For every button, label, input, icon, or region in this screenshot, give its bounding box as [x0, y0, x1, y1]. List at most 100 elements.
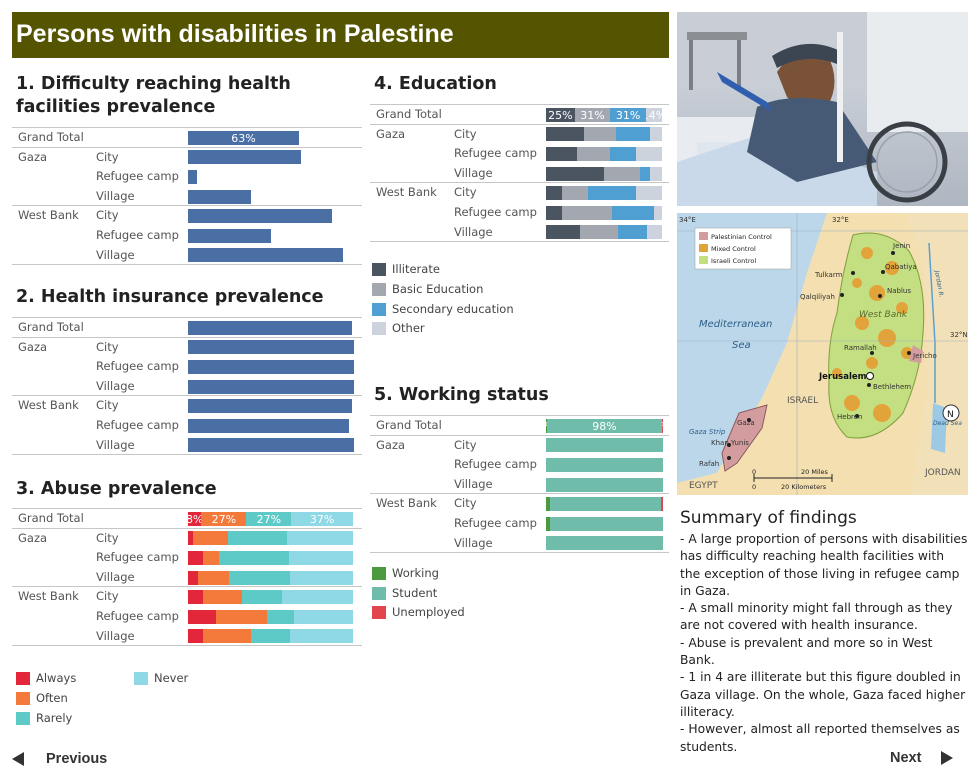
bar-segment-often: 27%: [201, 512, 247, 526]
bar-segment-rarely: [250, 629, 291, 643]
bar-segment-never: [293, 610, 353, 624]
map-label-qalqiliyah: Qalqiliyah: [800, 293, 835, 301]
data-label: 1%: [546, 419, 547, 433]
bar-row: [546, 438, 663, 452]
bar-row: [188, 531, 353, 545]
row-label-region: West Bank: [18, 398, 79, 412]
row-divider: [12, 337, 362, 338]
map-label-ramallah: Ramallah: [844, 344, 877, 352]
section-title-insurance: 2. Health insurance prevalence: [16, 287, 324, 307]
map-lat32: 32°N: [950, 331, 968, 339]
bar-segment-often: [197, 571, 230, 585]
map-label-bethlehem: Bethlehem: [873, 383, 911, 391]
row-label-locality: City: [454, 185, 477, 199]
legend-label-student: Student: [392, 586, 438, 600]
right-triangle-icon: [941, 751, 954, 765]
data-label: 31%: [615, 108, 641, 122]
bar-segment-always: 8%: [188, 512, 202, 526]
map-label-egypt: EGYPT: [689, 481, 718, 491]
bar-segment-basic-education: [579, 225, 618, 239]
row-label-region: Grand Total: [376, 418, 442, 432]
bar-segment-working: [546, 517, 550, 531]
bar-segment-always: [188, 590, 203, 604]
legend-swatch-illiterate: [372, 262, 386, 276]
legend-label-never: Never: [154, 671, 189, 685]
row-label-region: Gaza: [376, 438, 406, 452]
data-label: 98%: [592, 419, 617, 433]
bar-segment-student: [549, 497, 661, 511]
bar-segment-other: [650, 167, 662, 181]
bar-segment-often: [202, 629, 251, 643]
map-scale-km: 20 Kilometers: [781, 483, 827, 491]
bar-row: 25% 31% 31% 14%: [546, 108, 662, 122]
bar-row: [188, 190, 364, 204]
row-divider: [12, 645, 362, 646]
section-title-working: 5. Working status: [374, 385, 549, 405]
bar-segment-rarely: [242, 590, 283, 604]
bar-segment-unemployed: [660, 497, 663, 511]
row-label-locality: Village: [96, 189, 135, 203]
map-label-tulkarm: Tulkarm: [814, 271, 843, 279]
map-label-gaza-strip: Gaza Strip: [689, 428, 726, 436]
bar-value: [188, 209, 333, 223]
bar-segment-illiterate: [546, 167, 604, 181]
row-label-region: Grand Total: [18, 130, 84, 144]
legend-item-other: Other: [372, 321, 425, 335]
bar-segment-always: [188, 531, 193, 545]
row-label-region: Gaza: [376, 127, 406, 141]
previous-button[interactable]: Previous: [12, 751, 107, 767]
section-title-health-access: 1. Difficulty reaching health facilities…: [16, 74, 291, 117]
bar-segment-secondary-education: [615, 127, 651, 141]
bar-segment-often: [202, 590, 243, 604]
map-label-dead-sea: Dead Sea: [933, 420, 962, 427]
map-label-mediterranean: Mediterranean: [699, 319, 772, 330]
bar-row: 63%: [188, 131, 364, 145]
map-label-jordan-river: Jordan R.: [933, 269, 945, 298]
row-label-locality: Village: [96, 629, 135, 643]
workshop-photo: [677, 12, 968, 206]
palestine-map: Palestinian Control Mixed Control Israel…: [677, 213, 968, 495]
row-label-locality: Refugee camp: [96, 609, 179, 623]
row-label-locality: Village: [454, 536, 493, 550]
row-label-region: Grand Total: [376, 107, 442, 121]
bar-segment-always: [188, 610, 217, 624]
row-divider: [12, 528, 362, 529]
legend-item-illiterate: Illiterate: [372, 262, 440, 276]
bar-row: [188, 170, 364, 184]
bar-segment-other: [636, 186, 662, 200]
next-button[interactable]: Next: [890, 750, 954, 766]
workshop-photo-art: [677, 12, 968, 206]
bar-segment-student: [549, 517, 663, 531]
bar-row: [188, 419, 354, 433]
bar-segment-rarely: [219, 551, 289, 565]
row-divider: [12, 264, 362, 265]
bar-segment-always: [188, 629, 203, 643]
row-label-locality: Refugee camp: [96, 169, 179, 183]
bar-segment-often: [216, 610, 268, 624]
legend-label-always: Always: [36, 671, 77, 685]
bar-segment-illiterate: [546, 127, 585, 141]
row-label-locality: Village: [96, 438, 135, 452]
map-label-qabatiya: Qabatiya: [885, 263, 917, 271]
bar-value: [188, 229, 271, 243]
legend-label-working: Working: [392, 566, 439, 580]
legend-item-working: Working: [372, 566, 439, 580]
row-label-region: West Bank: [376, 185, 437, 199]
row-divider: [12, 586, 362, 587]
row-label-locality: City: [96, 340, 119, 354]
row-divider: [12, 317, 362, 318]
bar-row: [188, 321, 354, 335]
bar-segment-never: [290, 629, 353, 643]
map-legend-mixed: Mixed Control: [711, 245, 756, 253]
row-divider: [370, 435, 669, 436]
bar-segment-never: 37%: [291, 512, 353, 526]
row-label-region: West Bank: [18, 589, 79, 603]
legend-item-secondary-education: Secondary education: [372, 302, 514, 316]
map-label-jericho: Jericho: [912, 352, 937, 360]
map-label-nablus: Nablus: [887, 287, 911, 295]
data-label: 27%: [211, 512, 237, 526]
map-scale-zero-top: 0: [752, 468, 756, 476]
bar-segment-basic-education: [562, 206, 613, 220]
row-label-locality: City: [96, 208, 119, 222]
row-divider: [370, 104, 669, 105]
